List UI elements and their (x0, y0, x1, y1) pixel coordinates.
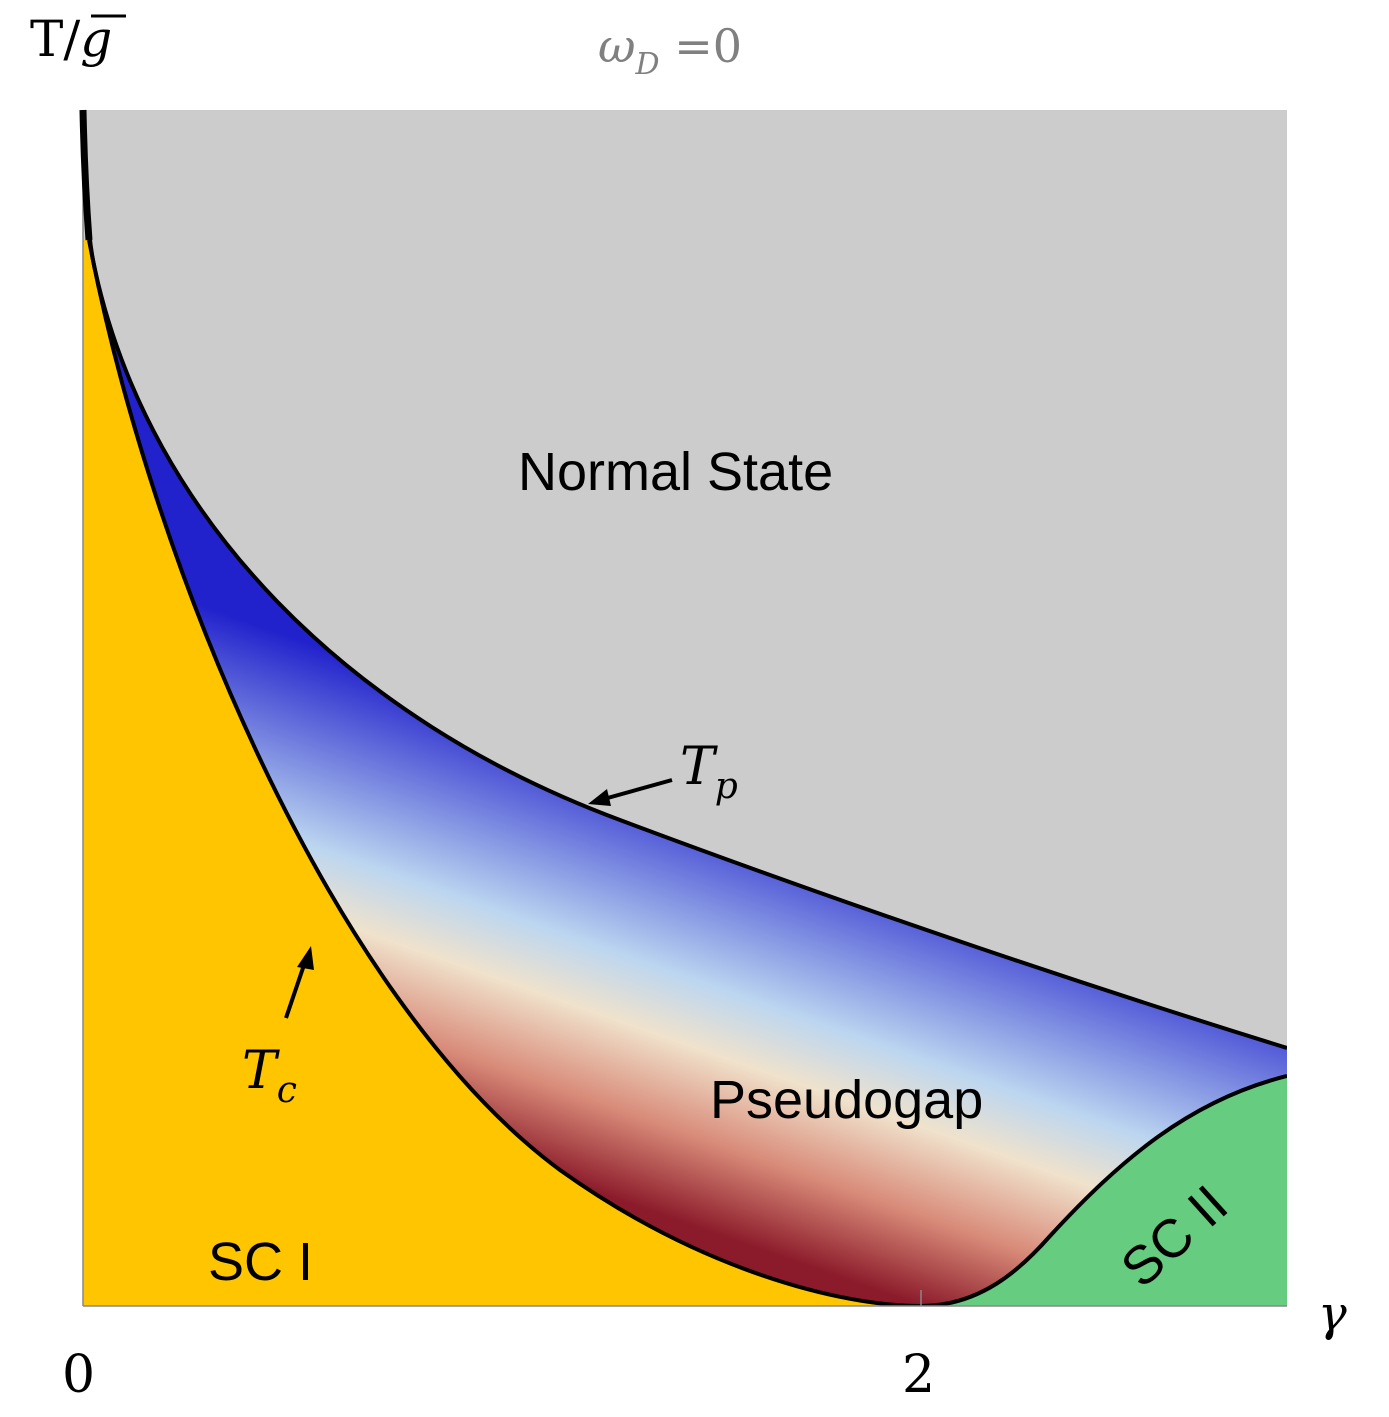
svg-text:T/g: T/g (30, 10, 112, 68)
title: ωD =0 (598, 19, 742, 82)
y-axis-label: T/g (30, 10, 126, 68)
pseudogap-label: Pseudogap (710, 1070, 983, 1130)
x-tick-label-2: 2 (902, 1345, 935, 1405)
sc1-label: SC I (208, 1232, 313, 1292)
x-axis-label: γ (1318, 1286, 1347, 1342)
sc1-region (83, 240, 921, 1306)
x-tick-label-0: 0 (62, 1345, 95, 1405)
y-axis-top-thick (79, 109, 93, 241)
tc-annotation: Tc (242, 946, 314, 1111)
tc-curve (87, 239, 1287, 1306)
normal-state-label: Normal State (518, 442, 833, 502)
tp-annotation: Tp (588, 737, 738, 807)
svg-text:Tc: Tc (242, 1041, 297, 1111)
sc2-region (921, 1076, 1287, 1306)
svg-text:Tp: Tp (680, 737, 738, 807)
pseudogap-region (83, 110, 1287, 1306)
